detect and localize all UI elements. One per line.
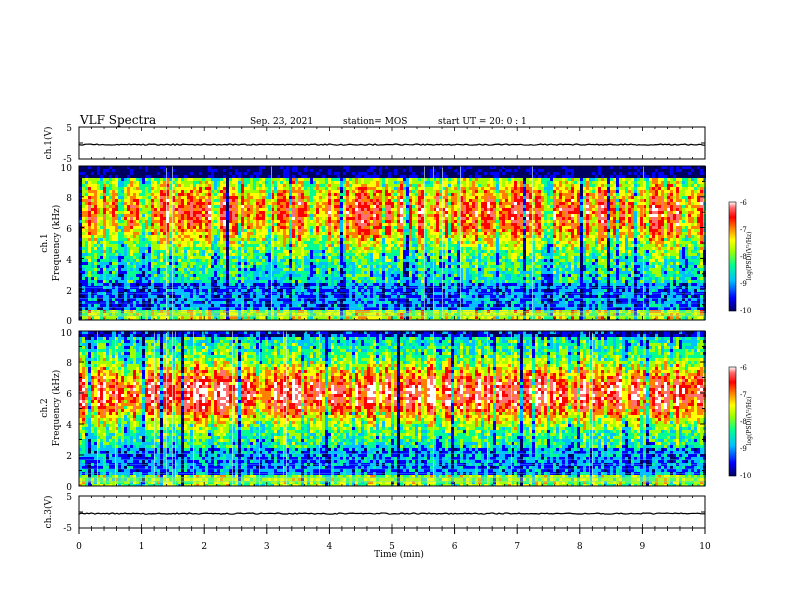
ch2-ytick-10: 10 xyxy=(61,329,73,339)
ch2-cbar-label: log(PSD)(V²/Hz) xyxy=(746,397,753,446)
ch1-colorbar xyxy=(729,202,736,311)
x-tick-label: 1 xyxy=(139,542,145,552)
ch1-ytick-10: 10 xyxy=(61,164,73,174)
ch3-ylabel: ch.3(V) xyxy=(43,496,54,529)
ch2-ylabel: ch.2 xyxy=(40,398,50,417)
x-tick-label: 6 xyxy=(452,542,458,552)
ch2-ytick-4: 4 xyxy=(66,421,72,431)
ch1-ytick-6: 6 xyxy=(66,225,72,235)
x-tick-label: 0 xyxy=(76,542,82,552)
ch2-ytick-8: 8 xyxy=(66,359,72,369)
ch1-waveform-frame xyxy=(79,127,705,159)
ch1-ytick-8: 8 xyxy=(66,194,72,204)
x-tick-label: 4 xyxy=(327,542,333,552)
ch2-ytick-6: 6 xyxy=(66,390,72,400)
ch2-cbar-tick-6: -6 xyxy=(740,364,747,372)
ch2-ytick-0: 0 xyxy=(66,483,72,493)
x-tick-label: 9 xyxy=(640,542,646,552)
x-tick-label: 10 xyxy=(699,542,711,552)
ch2-spectrogram-panel: 0 2 4 6 8 10 ch.2 Frequency (kHz) -6 -7 … xyxy=(40,329,753,493)
ch1-ytick-2: 2 xyxy=(66,287,72,297)
ch1-waveform-panel: 5 -5 ch.1(V) xyxy=(43,124,705,165)
x-tick-label: 8 xyxy=(577,542,583,552)
start-time-label: start UT = 20: 0 : 1 xyxy=(438,117,527,127)
ch2-freq-label: Frequency (kHz) xyxy=(51,370,62,447)
ch1-ylabel: ch.1 xyxy=(40,233,50,252)
x-tick-label: 3 xyxy=(264,542,270,552)
ch1-ytick-0: 0 xyxy=(66,317,72,327)
ch1-cbar-label: log(PSD)(V²/Hz) xyxy=(746,232,753,281)
ch1-cbar-tick-6: -6 xyxy=(740,199,747,207)
x-tick-label: 7 xyxy=(514,542,520,552)
ch3-waveform-frame xyxy=(79,496,705,528)
ch2-cbar-tick-10: -10 xyxy=(740,472,751,480)
figure-title: VLF Spectra xyxy=(79,113,156,127)
ch1-spectrogram-image xyxy=(79,166,706,320)
ch2-colorbar xyxy=(729,367,736,476)
date-label: Sep. 23, 2021 xyxy=(250,117,313,127)
ch1-ylabel: ch.1(V) xyxy=(43,127,54,160)
ch3-waveform-panel: 5 -5 ch.3(V) xyxy=(43,493,705,534)
station-label: station= MOS xyxy=(343,117,407,127)
ch1-ytick-5: 5 xyxy=(66,124,72,134)
ch3-ytick-neg5: -5 xyxy=(63,524,72,534)
ch2-ytick-2: 2 xyxy=(66,452,72,462)
x-axis-label: Time (min) xyxy=(374,549,424,560)
ch3-ytick-5: 5 xyxy=(66,493,72,503)
vlf-spectra-figure: VLF Spectra Sep. 23, 2021 station= MOS s… xyxy=(0,0,792,612)
ch1-cbar-tick-10: -10 xyxy=(740,307,751,315)
ch2-spectrogram-image xyxy=(79,331,706,486)
ch1-ytick-4: 4 xyxy=(66,256,72,266)
ch1-spectrogram-panel: 0 2 4 6 8 10 ch.1 Frequency (kHz) -6 -7 … xyxy=(40,164,753,327)
ch1-freq-label: Frequency (kHz) xyxy=(51,205,62,282)
x-tick-label: 2 xyxy=(201,542,207,552)
